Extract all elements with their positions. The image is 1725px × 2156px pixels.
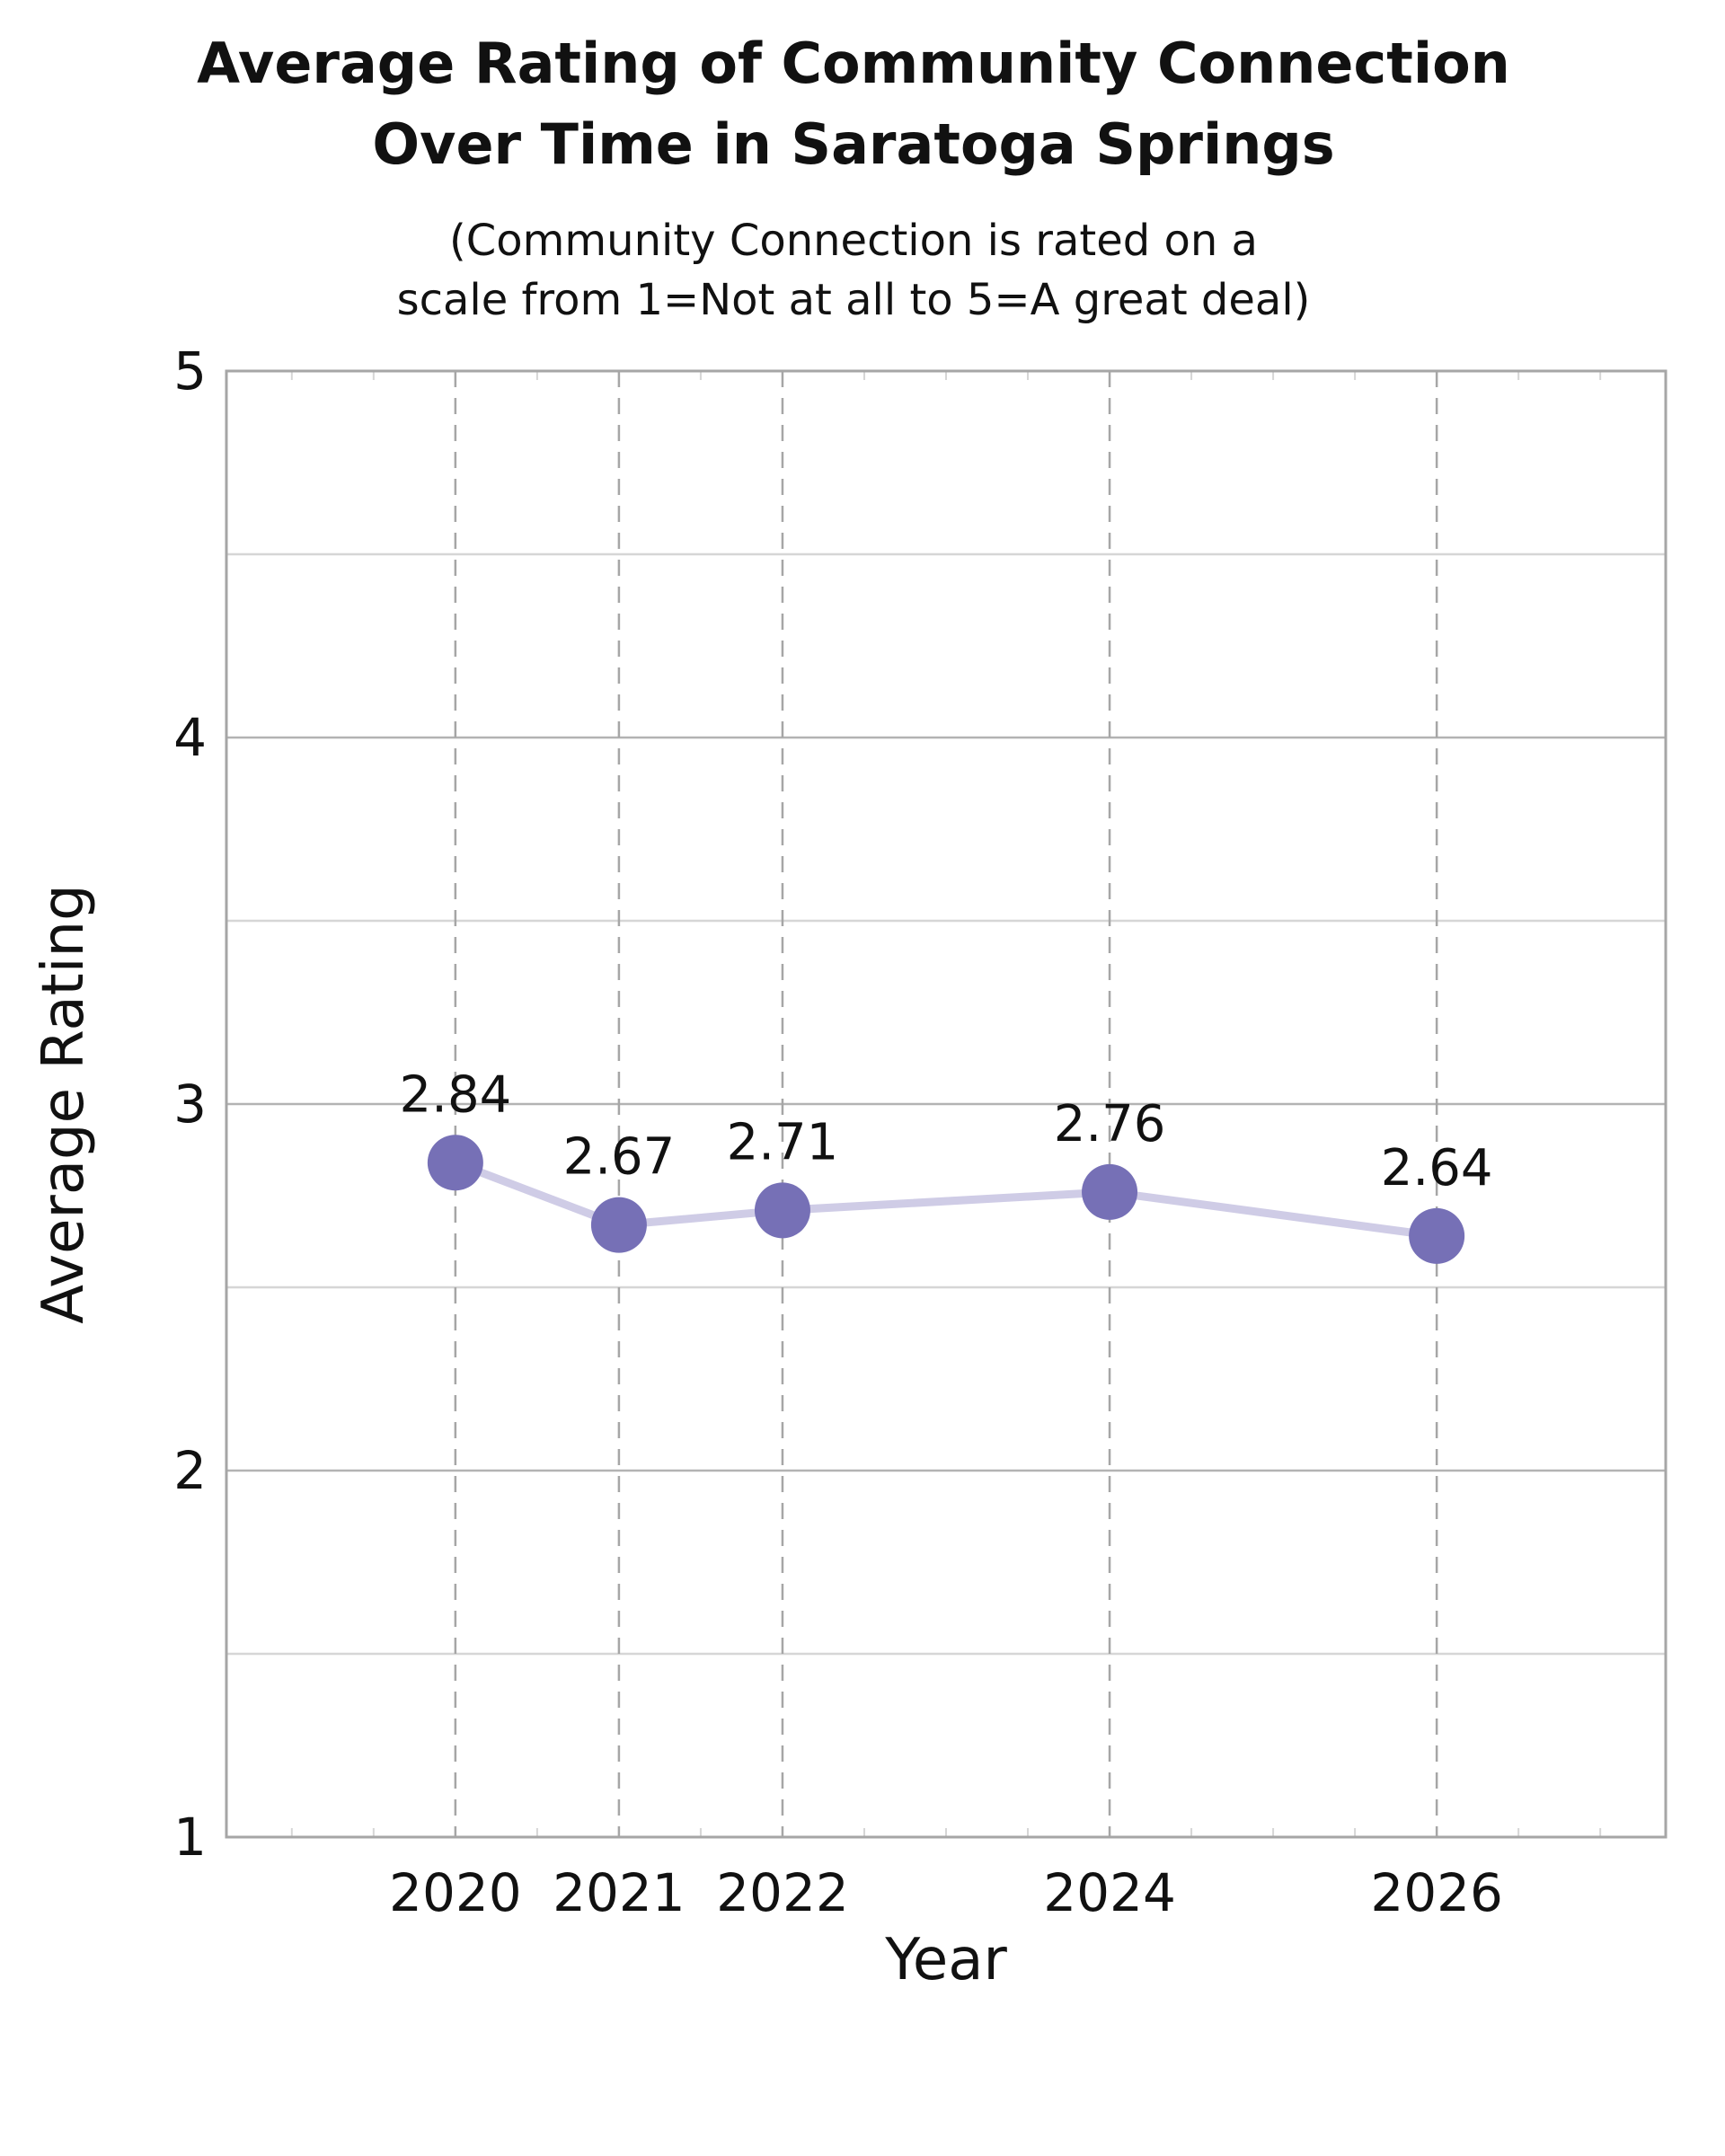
chart-titles: Average Rating of Community Connection O… [197, 31, 1510, 325]
series-points-group [427, 1135, 1465, 1264]
plot-frame [225, 369, 1668, 1839]
data-labels-group: 2.84 2.67 2.71 2.76 2.64 [400, 1065, 1493, 1197]
x-tick-label: 2020 [389, 1862, 522, 1923]
chart-subtitle-line-1: (Community Connection is rated on a [449, 216, 1258, 266]
y-axis-ticks: 1 2 3 4 5 [173, 340, 207, 1868]
data-point [427, 1135, 483, 1191]
x-axis-ticks: 2020 2021 2022 2024 2026 [389, 1862, 1503, 1923]
y-tick-label: 5 [173, 340, 207, 402]
data-label: 2.64 [1381, 1139, 1493, 1197]
data-point [1082, 1163, 1138, 1220]
x-tick-label: 2022 [716, 1862, 849, 1923]
data-label: 2.76 [1054, 1095, 1166, 1153]
data-label: 2.84 [400, 1065, 512, 1124]
chart-subtitle-line-2: scale from 1=Not at all to 5=A great dea… [397, 275, 1311, 325]
y-tick-label: 1 [173, 1807, 207, 1868]
data-point [754, 1182, 810, 1239]
chart-title-line-1: Average Rating of Community Connection [197, 31, 1510, 96]
y-tick-label: 3 [173, 1074, 207, 1135]
data-label: 2.67 [563, 1128, 676, 1187]
grid [226, 371, 1666, 1837]
x-tick-label: 2024 [1043, 1862, 1176, 1923]
y-axis-label: Average Rating [31, 884, 97, 1324]
data-label: 2.71 [727, 1113, 839, 1171]
chart-title-line-2: Over Time in Saratoga Springs [372, 111, 1334, 177]
y-tick-label: 2 [173, 1440, 207, 1501]
data-point [590, 1197, 647, 1253]
x-tick-label: 2021 [553, 1862, 686, 1923]
x-axis-label: Year [884, 1927, 1007, 1993]
y-tick-label: 4 [173, 707, 207, 768]
x-tick-label: 2026 [1370, 1862, 1503, 1923]
data-point [1409, 1207, 1465, 1264]
